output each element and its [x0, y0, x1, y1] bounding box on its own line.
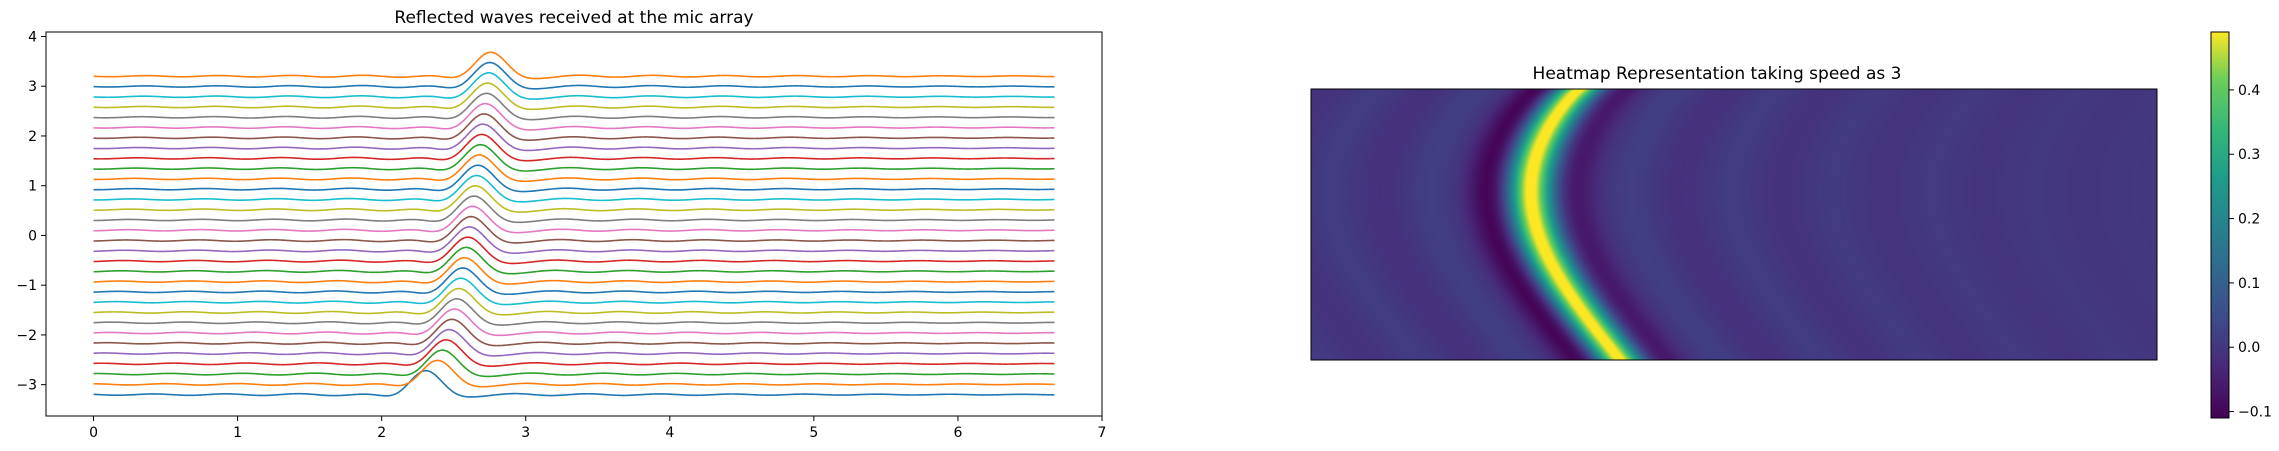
y-tick-label: −3 [16, 378, 37, 394]
y-tick-label: −1 [16, 278, 37, 294]
wave-series-line [93, 133, 1055, 162]
wave-series-line [93, 287, 1055, 316]
wave-series-line [93, 256, 1055, 285]
y-tick-label: 0 [28, 228, 37, 244]
waves-x-axis: 0 1 2 3 4 5 6 7 [89, 416, 1106, 441]
y-tick-label: 2 [28, 129, 37, 145]
wave-series-line [93, 349, 1055, 378]
wave-series-line [93, 267, 1055, 296]
x-tick-label: 0 [89, 425, 98, 441]
colorbar-tick-label: 0.3 [2238, 147, 2260, 163]
wave-series-line [93, 154, 1055, 183]
wave-series-line [93, 164, 1055, 193]
x-tick-label: 4 [665, 425, 674, 441]
y-tick-label: 1 [28, 179, 37, 195]
wave-series-line [93, 308, 1055, 337]
heatmap-title: Heatmap Representation taking speed as 3 [1533, 64, 1902, 84]
x-tick-label: 3 [521, 425, 530, 441]
wave-series-line [93, 72, 1055, 100]
waves-series-group [93, 51, 1055, 398]
x-tick-label: 2 [377, 425, 386, 441]
wave-series-line [93, 205, 1055, 234]
wave-series-line [93, 102, 1055, 131]
heatmap-image [1311, 89, 2157, 360]
wave-series-line [93, 143, 1055, 172]
colorbar-tick-label: −0.1 [2238, 405, 2272, 421]
x-tick-label: 7 [1098, 425, 1107, 441]
y-tick-label: −2 [16, 328, 37, 344]
wave-series-line [93, 339, 1055, 367]
x-tick-label: 6 [953, 425, 962, 441]
y-tick-label: 4 [28, 29, 37, 45]
colorbar-gradient [2211, 32, 2229, 418]
wave-series-line [93, 215, 1055, 244]
wave-series-line [93, 184, 1055, 213]
y-tick-label: 3 [28, 79, 37, 95]
colorbar-tick-label: 0.2 [2238, 212, 2260, 228]
colorbar-tick-label: 0.0 [2238, 340, 2260, 356]
wave-series-line [93, 174, 1055, 203]
waves-chart-title: Reflected waves received at the mic arra… [394, 8, 753, 28]
waves-y-axis: −3 −2 −1 0 1 2 3 4 [16, 29, 46, 394]
wave-series-line [93, 318, 1055, 347]
wave-series-line [93, 236, 1055, 265]
colorbar-axis: −0.1 0.0 0.1 0.2 0.3 0.4 [2229, 83, 2272, 421]
wave-series-line [93, 328, 1055, 357]
wave-series-line [93, 277, 1055, 306]
wave-series-line [93, 246, 1055, 275]
wave-series-line [93, 61, 1055, 90]
heatmap-chart: Heatmap Representation taking speed as 3 [1310, 64, 2158, 361]
wave-series-line [93, 51, 1055, 80]
wave-series-line [93, 226, 1055, 254]
wave-series-line [93, 369, 1055, 398]
colorbar-frame [2210, 31, 2230, 419]
waves-chart: Reflected waves received at the mic arra… [16, 8, 1106, 441]
wave-series-line [93, 113, 1055, 141]
colorbar-tick-label: 0.4 [2238, 83, 2260, 99]
wave-series-line [93, 195, 1055, 224]
wave-series-line [93, 297, 1055, 326]
wave-series-line [93, 92, 1055, 121]
x-tick-label: 5 [809, 425, 818, 441]
waves-axes-frame [45, 31, 1103, 417]
wave-series-line [93, 82, 1055, 111]
wave-series-line [93, 359, 1055, 388]
wave-series-line [93, 123, 1055, 152]
colorbar-tick-label: 0.1 [2238, 276, 2260, 292]
x-tick-label: 1 [233, 425, 242, 441]
colorbar: −0.1 0.0 0.1 0.2 0.3 0.4 [2210, 31, 2272, 421]
heatmap-frame [1310, 88, 2158, 361]
